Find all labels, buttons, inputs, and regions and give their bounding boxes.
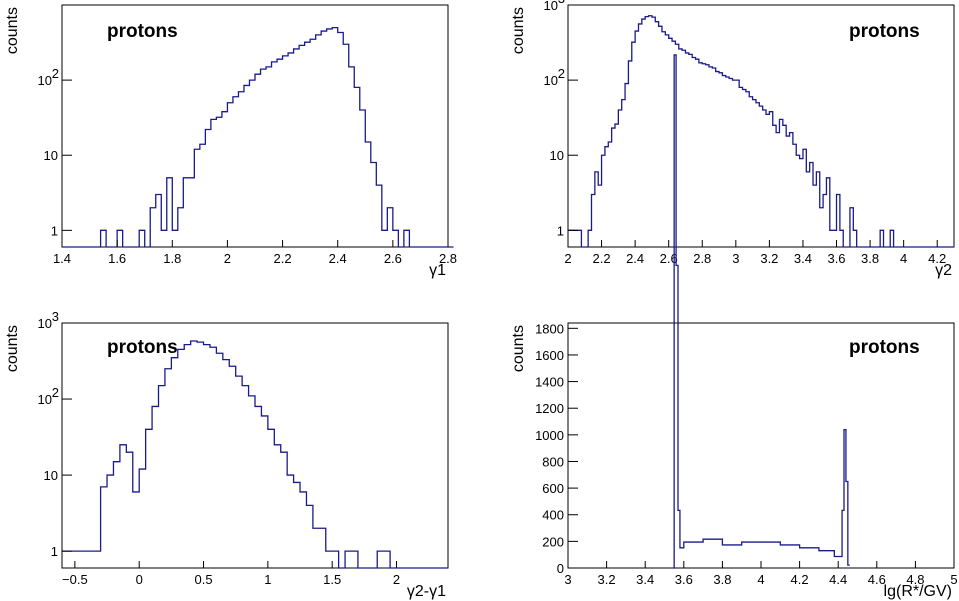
y-tick-label: 200	[542, 534, 564, 549]
x-tick-label: 0.5	[194, 572, 212, 587]
chart-panel-4: 3 3.2 3.4 3.6 3.8 4 4.2 4.4 4.6 4.8 5 0 200 400 600 800…	[510, 54, 958, 600]
y-tick-exponent: 3	[558, 0, 565, 6]
y-tick-label: 10	[38, 316, 52, 331]
y-tick-label: 400	[542, 508, 564, 523]
chart-title: protons	[107, 21, 178, 42]
chart-title: protons	[107, 337, 178, 358]
y-tick-label: 1200	[535, 401, 564, 416]
histogram-line	[62, 340, 448, 569]
y-tick-label: 10	[44, 468, 58, 483]
x-tick-label: 1.4	[53, 251, 71, 266]
histogram-line	[672, 54, 850, 569]
x-tick-label: 4	[900, 251, 907, 266]
x-tick-label: 2	[224, 251, 231, 266]
y-axis-label: counts	[4, 7, 21, 54]
x-tick-label: 2.2	[593, 251, 611, 266]
x-axis-label: γ2-γ1	[407, 583, 446, 600]
x-tick-label: 3.8	[861, 251, 879, 266]
x-tick-label: 2.4	[626, 251, 644, 266]
plot-frame	[61, 4, 449, 248]
x-tick-label: 2.4	[329, 251, 347, 266]
x-tick-label: 4.2	[928, 251, 946, 266]
plot-frame	[61, 322, 449, 569]
x-tick-label: 5	[950, 572, 957, 587]
x-tick-label: 3.6	[827, 251, 845, 266]
x-tick-label: 3.4	[794, 251, 812, 266]
y-tick-exponent: 3	[52, 309, 59, 324]
y-tick-label: 10	[550, 148, 564, 163]
y-tick-exponent: 2	[52, 385, 59, 400]
x-tick-label: 1.5	[323, 572, 341, 587]
y-tick-label: 10	[544, 73, 558, 88]
x-tick-label: 3.6	[675, 572, 693, 587]
x-tick-label: 4.6	[868, 572, 886, 587]
x-tick-label: 2.8	[693, 251, 711, 266]
x-tick-label: 4.4	[829, 572, 847, 587]
chart-title: protons	[849, 21, 920, 42]
x-tick-label: 3.2	[760, 251, 778, 266]
y-tick-exponent: 2	[558, 66, 565, 81]
x-tick-label: 3.2	[598, 572, 616, 587]
x-tick-label: 3.4	[636, 572, 654, 587]
y-tick-label: 10	[38, 73, 52, 88]
x-tick-label: 4	[757, 572, 764, 587]
plot-frame	[567, 4, 955, 248]
plot-frame	[567, 322, 955, 569]
x-tick-label: 2.2	[274, 251, 292, 266]
y-tick-label: 1600	[535, 348, 564, 363]
x-tick-label: 3	[564, 572, 571, 587]
y-tick-label: 1	[557, 223, 564, 238]
y-tick-label: 1000	[535, 428, 564, 443]
x-tick-label: −0.5	[62, 572, 88, 587]
chart-panel-2: 22.22.42.62.833.23.43.63.844.2110102103p…	[510, 0, 955, 279]
y-tick-label: 1	[51, 223, 58, 238]
x-axis-label: γ2	[935, 262, 952, 279]
x-tick-label: 1	[264, 572, 271, 587]
y-axis-label: counts	[4, 325, 21, 372]
x-tick-label: 3	[732, 251, 739, 266]
x-tick-label: 2.6	[384, 251, 402, 266]
y-axis-label: counts	[510, 7, 527, 54]
x-tick-label: 2	[393, 572, 400, 587]
x-tick-label: 2.6	[660, 251, 678, 266]
x-tick-label: 0	[136, 572, 143, 587]
chart-title: protons	[849, 337, 920, 358]
x-axis-label: lg(R*/GV)	[884, 583, 952, 600]
x-axis-label: γ1	[429, 262, 446, 279]
y-tick-label: 1800	[535, 321, 564, 336]
y-tick-exponent: 2	[52, 66, 59, 81]
x-tick-label: 1.8	[163, 251, 181, 266]
y-axis-label: counts	[510, 325, 527, 372]
y-tick-label: 10	[544, 0, 558, 13]
y-tick-label: 1400	[535, 375, 564, 390]
y-tick-label: 600	[542, 481, 564, 496]
x-tick-label: 4.2	[791, 572, 809, 587]
y-tick-label: 1	[51, 544, 58, 559]
histogram-line	[62, 26, 454, 248]
y-tick-label: 800	[542, 454, 564, 469]
histogram-line	[568, 15, 954, 248]
y-tick-label: 0	[557, 561, 564, 576]
y-tick-label: 10	[38, 392, 52, 407]
x-tick-label: 3.8	[713, 572, 731, 587]
x-tick-label: 2.8	[439, 251, 457, 266]
x-tick-label: 4.8	[906, 572, 924, 587]
y-tick-label: 10	[44, 148, 58, 163]
x-tick-label: 1.6	[108, 251, 126, 266]
x-tick-label: 2	[564, 251, 571, 266]
